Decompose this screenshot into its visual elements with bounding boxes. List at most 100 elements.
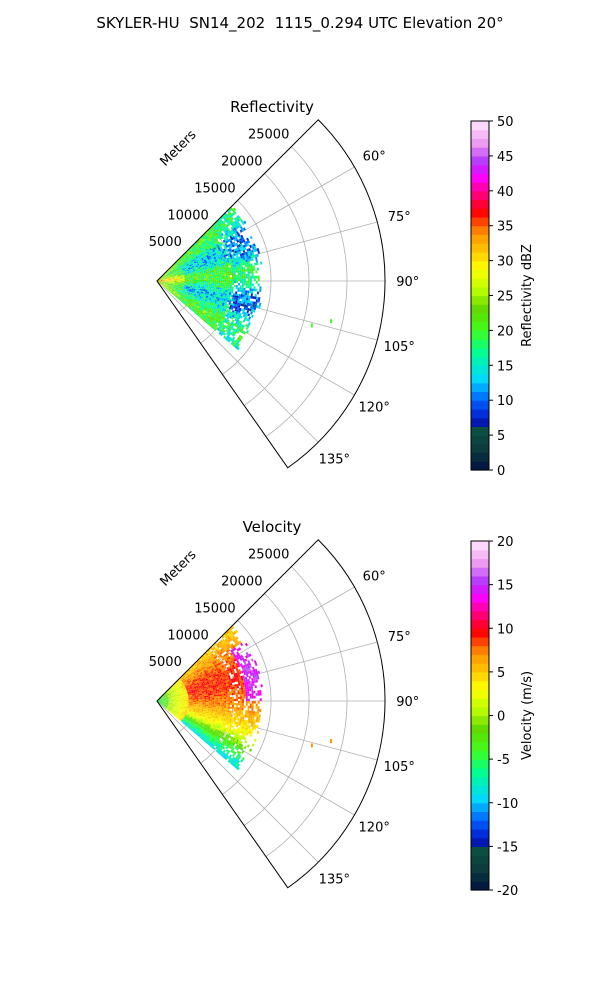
radar-gate	[214, 699, 217, 701]
radar-gate	[194, 281, 197, 284]
radar-gate	[185, 721, 188, 724]
radar-gate	[168, 708, 171, 711]
radar-gate	[218, 224, 222, 228]
radar-gate	[221, 304, 225, 307]
radar-gate	[188, 720, 191, 723]
radar-gate	[191, 287, 194, 289]
radar-gate	[185, 265, 188, 268]
radar-gate	[163, 704, 166, 707]
radar-gate	[196, 312, 200, 315]
radar-gate	[168, 276, 171, 278]
radar-gate	[220, 265, 223, 268]
radar-gate	[220, 247, 223, 251]
radar-gate	[229, 315, 232, 319]
radar-gate	[190, 678, 193, 681]
radar-gate	[201, 716, 204, 719]
radar-gate	[209, 727, 212, 731]
radar-gate	[196, 718, 199, 721]
radar-gate	[196, 681, 199, 684]
radar-gate	[195, 691, 198, 693]
radar-gate	[170, 277, 173, 279]
radar-gate	[196, 677, 199, 680]
radar-gate	[201, 689, 204, 692]
radar-gate	[213, 705, 217, 708]
radar-gate	[204, 274, 207, 277]
radar-gate	[212, 305, 215, 309]
radar-gate	[219, 274, 223, 277]
radar-gate	[207, 707, 210, 710]
radar-gate	[179, 692, 182, 694]
radar-gate	[196, 262, 199, 265]
radar-gate	[225, 268, 228, 271]
radar-gate	[167, 706, 170, 708]
radar-gate	[161, 696, 164, 698]
radar-gate	[206, 696, 209, 699]
radar-gate	[189, 726, 192, 729]
radar-gate	[219, 725, 222, 728]
radar-gate	[211, 289, 214, 292]
radar-gate	[190, 249, 194, 252]
radar-gate	[201, 264, 204, 267]
radar-gate	[212, 249, 216, 253]
radar-gate	[206, 247, 210, 251]
radar-gate	[181, 288, 184, 291]
radar-gate	[182, 281, 185, 283]
radar-gate	[238, 265, 241, 269]
radar-gate	[212, 698, 215, 700]
radar-gate	[169, 286, 172, 288]
radar-gate	[227, 255, 231, 258]
radar-gate	[244, 302, 248, 306]
radar-gate	[178, 689, 181, 692]
radar-gate	[190, 672, 194, 675]
radar-gate	[177, 264, 180, 266]
radar-gate	[193, 256, 196, 259]
radar-gate	[178, 277, 181, 279]
radar-gate	[204, 241, 208, 244]
radar-gate	[213, 296, 217, 299]
radar-gate	[173, 291, 176, 294]
radar-gate	[207, 248, 211, 252]
radar-gate	[215, 307, 219, 310]
radar-gate	[179, 286, 182, 288]
radar-gate	[193, 672, 196, 675]
radar-gate	[196, 279, 199, 281]
radar-gate	[164, 707, 167, 709]
radar-gate	[184, 296, 187, 298]
radar-gate	[166, 704, 168, 706]
radar-gate	[160, 278, 163, 280]
radar-gate	[193, 295, 196, 297]
radar-gate	[196, 291, 199, 294]
radar-gate	[196, 240, 199, 243]
radar-gate	[191, 261, 194, 264]
radar-gate	[204, 278, 207, 280]
radar-gate	[230, 263, 233, 266]
radar-gate	[226, 237, 229, 241]
radar-gate	[229, 290, 232, 293]
radar-gate	[195, 289, 198, 291]
radar-gate	[187, 293, 190, 296]
radar-gate	[225, 711, 228, 714]
radar-gate	[188, 712, 191, 714]
radar-gate	[205, 296, 208, 299]
radar-gate	[178, 275, 181, 277]
radar-gate	[194, 279, 197, 281]
radar-gate	[177, 286, 181, 288]
radar-gate	[204, 232, 208, 235]
radar-gate	[162, 698, 165, 700]
radar-gate	[200, 731, 203, 734]
radar-gate	[161, 276, 164, 278]
radar-gate	[172, 700, 175, 701]
radar-gate	[162, 283, 165, 285]
radar-gate	[160, 282, 163, 283]
radar-gate	[194, 250, 197, 254]
radar-gate	[217, 287, 220, 290]
radar-gate	[244, 292, 248, 296]
radar-gate	[184, 277, 187, 279]
radar-gate	[211, 270, 214, 273]
radar-gate	[226, 277, 229, 280]
radar-gate	[193, 730, 196, 734]
radar-gate	[224, 302, 227, 306]
radar-gate	[193, 289, 196, 292]
radar-gate	[192, 267, 195, 270]
radar-gate	[208, 656, 211, 659]
